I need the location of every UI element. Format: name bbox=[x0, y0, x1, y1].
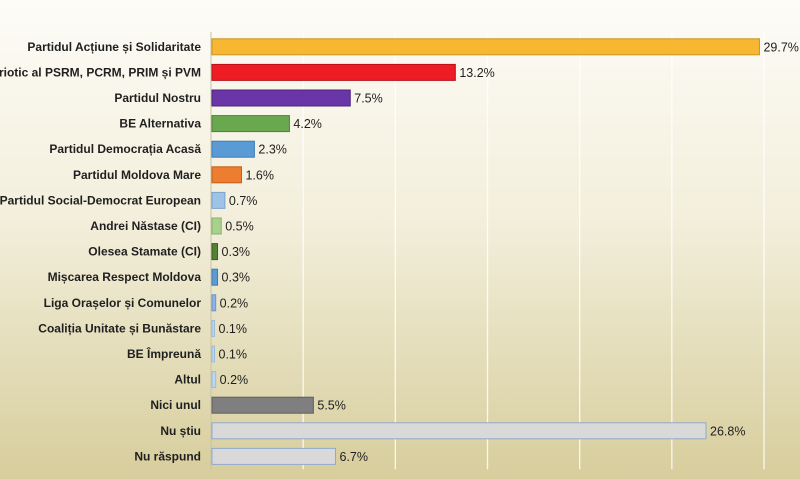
category-label: Nu răspund bbox=[134, 449, 201, 463]
value-label: 1.6% bbox=[245, 168, 274, 182]
bars bbox=[211, 38, 760, 465]
bar bbox=[211, 319, 215, 337]
category-label: Mișcarea Respect Moldova bbox=[48, 270, 202, 284]
bar bbox=[211, 447, 337, 465]
bar bbox=[211, 345, 215, 363]
bar bbox=[211, 89, 351, 107]
value-label: 0.2% bbox=[220, 296, 249, 310]
category-label: BE Împreună bbox=[127, 346, 201, 361]
category-label: triotic al PSRM, PCRM, PRIM și PVM bbox=[0, 65, 201, 79]
bar bbox=[211, 191, 226, 209]
value-label: 13.2% bbox=[459, 66, 494, 80]
value-label: 29.7% bbox=[763, 40, 798, 54]
value-label: 0.3% bbox=[222, 271, 251, 285]
category-label: BE Alternativa bbox=[119, 117, 201, 131]
category-label: Partidul Acțiune și Solidaritate bbox=[27, 40, 201, 54]
bar bbox=[211, 371, 217, 389]
value-label: 0.3% bbox=[222, 245, 251, 259]
bar bbox=[211, 166, 242, 184]
value-label: 0.2% bbox=[220, 373, 249, 387]
value-label: 0.7% bbox=[229, 194, 257, 208]
value-label: 26.8% bbox=[710, 424, 745, 438]
category-label: Coaliția Unitate și Bunăstare bbox=[38, 321, 201, 335]
bar bbox=[211, 396, 314, 414]
category-label: Liga Orașelor și Comunelor bbox=[44, 296, 202, 310]
bar bbox=[211, 243, 219, 261]
category-label: Partidul Moldova Mare bbox=[73, 168, 201, 182]
category-label: Nici unul bbox=[150, 398, 201, 412]
category-label: Andrei Năstase (CI) bbox=[90, 219, 201, 233]
value-labels: 29.7% 13.2% 7.5% 4.2% 2.3% 1.6% 0.7% 0.5% 0.3% 0.… bbox=[219, 40, 799, 464]
bar bbox=[211, 268, 219, 286]
bar bbox=[211, 115, 290, 133]
bar bbox=[211, 294, 217, 312]
bar bbox=[211, 422, 707, 440]
category-label: Partidul Democrația Acasă bbox=[49, 142, 201, 156]
category-labels: Partidul Acțiune și Solidaritate triotic … bbox=[0, 40, 201, 464]
bar bbox=[211, 38, 760, 56]
value-label: 4.2% bbox=[293, 117, 322, 131]
bar bbox=[211, 140, 255, 158]
category-label: Altul bbox=[174, 373, 201, 387]
category-label: Partidul Nostru bbox=[114, 91, 201, 105]
value-label: 0.5% bbox=[225, 220, 254, 234]
value-label: 6.7% bbox=[340, 450, 369, 464]
category-label: Partidul Social-Democrat European bbox=[0, 193, 201, 207]
value-label: 0.1% bbox=[219, 322, 248, 336]
category-label: Nu știu bbox=[160, 424, 201, 438]
value-label: 0.1% bbox=[219, 348, 248, 362]
value-label: 7.5% bbox=[354, 92, 383, 106]
value-label: 2.3% bbox=[258, 143, 287, 157]
category-label: Olesea Stamate (CI) bbox=[88, 245, 201, 259]
bar bbox=[211, 63, 456, 81]
value-label: 5.5% bbox=[317, 399, 346, 413]
bar bbox=[211, 217, 222, 235]
gridlines bbox=[210, 32, 765, 470]
